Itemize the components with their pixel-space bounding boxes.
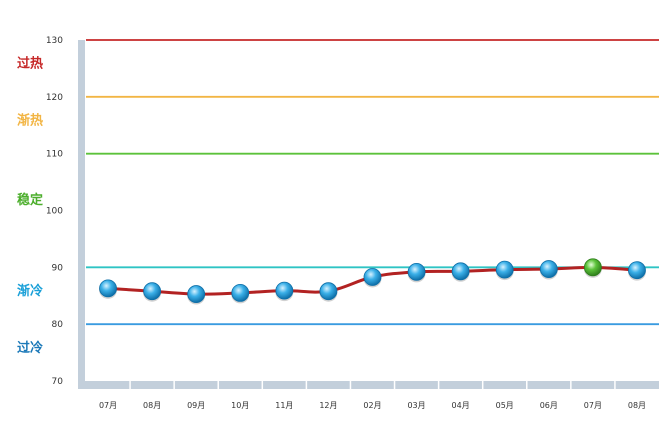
series-points xyxy=(99,258,646,305)
zone-label: 渐冷 xyxy=(17,283,43,299)
y-tick-label: 80 xyxy=(52,320,64,330)
y-axis-bar xyxy=(78,40,85,389)
data-point xyxy=(187,285,206,303)
x-tick-label: 07月 xyxy=(99,401,117,410)
x-tick-label: 10月 xyxy=(231,401,249,410)
y-tick-label: 100 xyxy=(46,207,63,217)
data-point xyxy=(319,282,338,301)
x-axis-ticks: 07月 08月 09月 10月 11月 12月 02月 03月 04月 05月 06月 07月 08月 xyxy=(99,401,646,410)
x-tick-label: 12月 xyxy=(319,401,337,410)
x-tick-label: 11月 xyxy=(275,401,293,410)
data-point xyxy=(495,260,514,279)
x-tick-label: 06月 xyxy=(540,401,558,410)
data-point xyxy=(231,284,250,302)
x-tick-label: 08月 xyxy=(628,401,646,410)
x-axis-bar xyxy=(78,381,659,389)
data-point xyxy=(628,261,646,280)
x-tick-label: 05月 xyxy=(496,401,514,410)
zone-label: 过热 xyxy=(17,56,43,72)
x-tick-label: 03月 xyxy=(407,401,425,410)
y-tick-label: 130 xyxy=(46,36,63,46)
x-tick-label: 02月 xyxy=(363,401,381,410)
data-point xyxy=(143,282,162,301)
x-tick-label: 04月 xyxy=(452,401,470,410)
data-point xyxy=(363,268,382,286)
data-point xyxy=(275,281,294,300)
data-point xyxy=(539,260,558,278)
chart-frame xyxy=(78,40,659,389)
x-tick-label: 08月 xyxy=(143,401,161,410)
data-point xyxy=(583,258,602,277)
zone-label: 过冷 xyxy=(17,340,43,356)
data-point xyxy=(451,262,470,281)
y-axis-ticks: 70 80 90 100 110 120 130 xyxy=(46,36,63,387)
x-tick-label: 09月 xyxy=(187,401,205,410)
y-tick-label: 70 xyxy=(52,377,64,387)
y-tick-label: 110 xyxy=(46,150,63,160)
x-tick-label: 07月 xyxy=(584,401,602,410)
y-tick-label: 120 xyxy=(46,93,63,103)
data-point xyxy=(99,279,117,298)
zone-label: 稳定 xyxy=(17,192,43,208)
zone-label: 渐热 xyxy=(17,113,43,129)
data-point xyxy=(407,262,426,281)
y-tick-label: 90 xyxy=(52,263,64,273)
reference-lines xyxy=(86,39,659,326)
